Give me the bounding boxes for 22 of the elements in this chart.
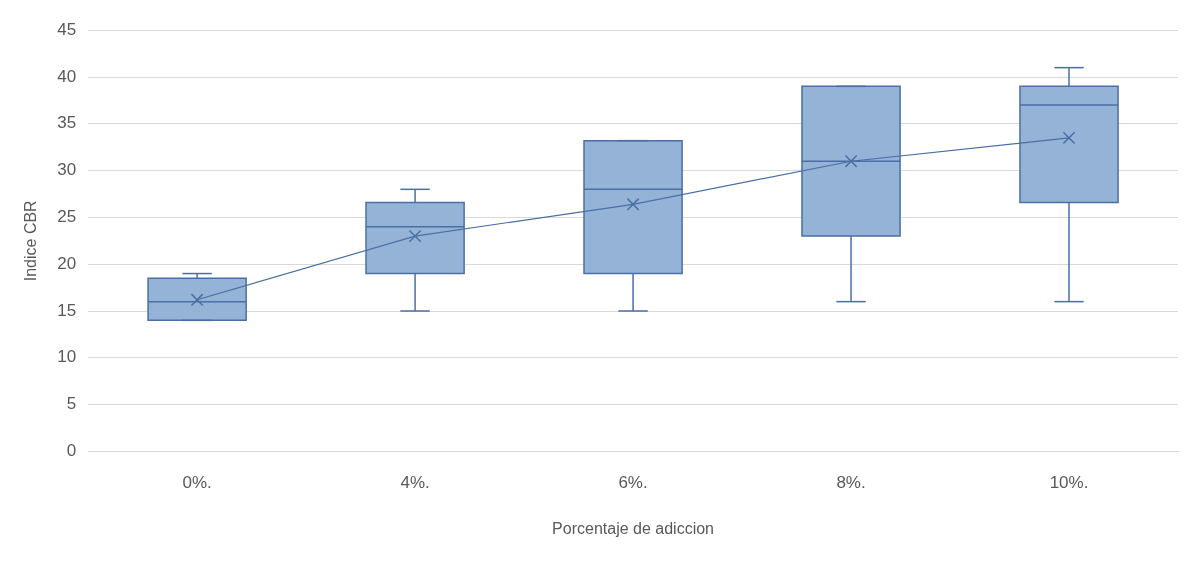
point (408, 229, 422, 243)
y-tick-label: 5 (66, 394, 77, 414)
x-tick-label: 8%. (836, 473, 866, 493)
y-tick-label: 0 (66, 441, 77, 461)
y-tick-label: 15 (57, 300, 77, 320)
x-tick-label: 4%. (400, 473, 430, 493)
y-tick-label: 10 (57, 347, 77, 367)
y-tick-label: 30 (57, 160, 77, 180)
point (626, 197, 640, 211)
y-tick-label: 35 (57, 113, 77, 133)
y-tick-label: 40 (57, 66, 77, 86)
y-tick-label: 25 (57, 207, 77, 227)
x-tick-label: 0%. (182, 473, 212, 493)
x-tick-label: 6%. (618, 473, 648, 493)
y-tick-label: 20 (57, 253, 77, 273)
x-tick-label: 10%. (1049, 473, 1089, 493)
point (1062, 131, 1076, 145)
point (190, 293, 204, 307)
y-axis-title: Indice CBR (22, 200, 40, 282)
y-tick-label: 45 (57, 19, 77, 39)
x-axis-title: Porcentaje de adiccion (552, 519, 714, 537)
point (844, 154, 858, 168)
